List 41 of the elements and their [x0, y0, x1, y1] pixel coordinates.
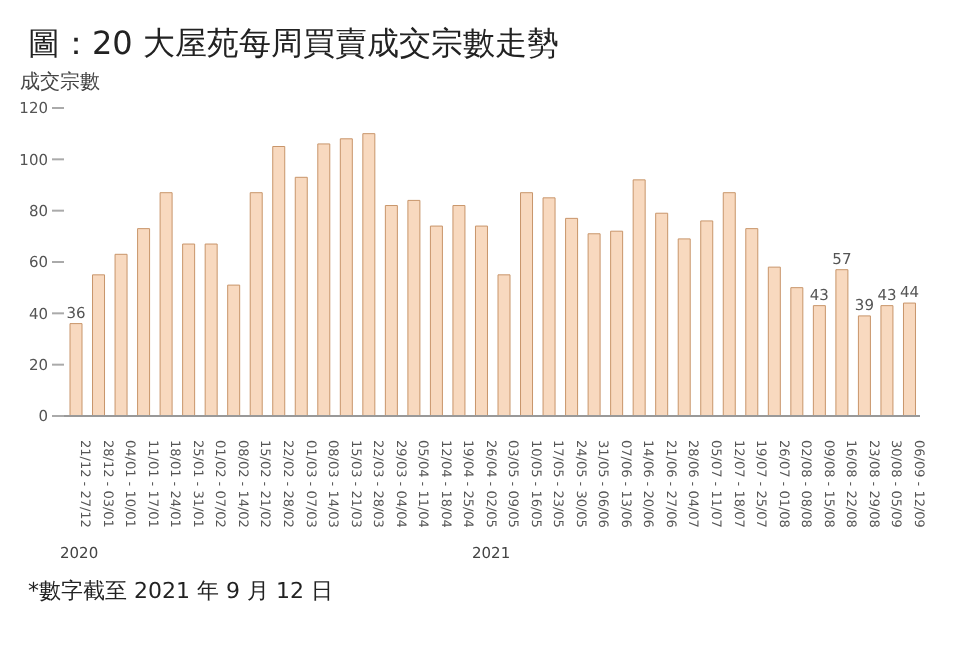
- bar: [362, 133, 376, 416]
- bar: [317, 143, 331, 416]
- bar: [384, 205, 398, 416]
- bar: [700, 220, 714, 416]
- bar: [745, 228, 759, 416]
- bar: [655, 212, 669, 416]
- bar: [294, 176, 308, 416]
- bar: [677, 238, 691, 416]
- bar: [159, 192, 173, 416]
- bar: [790, 287, 804, 416]
- bar: [902, 302, 916, 416]
- bar: [835, 269, 849, 416]
- bar: [880, 305, 894, 416]
- bar: [407, 199, 421, 416]
- bar: [249, 192, 263, 416]
- bar: [587, 233, 601, 416]
- y-axis-title: 成交宗數: [20, 69, 100, 96]
- bar: [722, 192, 736, 416]
- bar: [429, 225, 443, 416]
- bar: [857, 315, 871, 416]
- bar: [92, 274, 106, 416]
- bar: [204, 243, 218, 416]
- bar: [767, 266, 781, 416]
- bar: [812, 305, 826, 416]
- bar: [339, 138, 353, 416]
- bar: [452, 205, 466, 416]
- bar: [520, 192, 534, 416]
- text: *數字截至 2021 年 9 月 12 日: [28, 576, 333, 606]
- bar: [474, 225, 488, 416]
- bar: [137, 228, 151, 416]
- bar: [565, 217, 579, 416]
- bar: [69, 323, 83, 416]
- bar: [610, 230, 624, 416]
- bar: [182, 243, 196, 416]
- bar: [542, 197, 556, 416]
- bar: [227, 284, 241, 416]
- bar: [114, 253, 128, 416]
- bar: [272, 146, 286, 416]
- bar: [497, 274, 511, 416]
- bar: [632, 179, 646, 416]
- chart-title: 圖：20 大屋苑每周買賣成交宗數走勢: [28, 24, 559, 66]
